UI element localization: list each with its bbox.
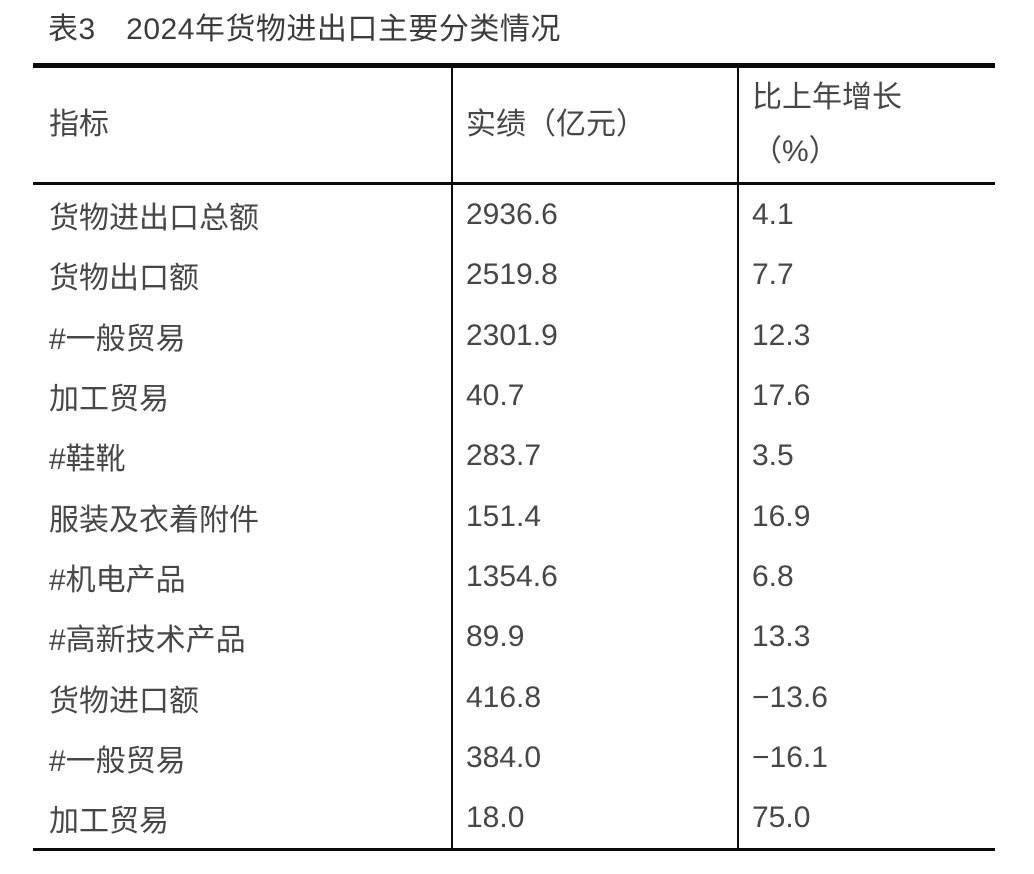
header-row: 指标 实绩（亿元） 比上年增长 （%） xyxy=(33,65,995,185)
table-row: #鞋靴 283.7 3.5 xyxy=(33,426,995,487)
table-row: 货物进口额 416.8 −13.6 xyxy=(33,667,995,728)
indicator-cell: 加工贸易 xyxy=(49,805,169,839)
indicator-cell: #鞋靴 xyxy=(49,443,126,477)
value-cell: 416.8 xyxy=(451,667,738,728)
value-cell: 2519.8 xyxy=(451,245,738,306)
table-row: #一般贸易 2301.9 12.3 xyxy=(33,305,995,366)
value-cell: 151.4 xyxy=(451,486,738,547)
growth-cell: 17.6 xyxy=(737,365,995,427)
growth-cell: −16.1 xyxy=(737,727,995,788)
value-cell: 2936.6 xyxy=(451,183,738,246)
table-row: #一般贸易 384.0 −16.1 xyxy=(33,727,995,788)
header-cell-indicator: 指标 xyxy=(33,65,452,185)
value-cell: 2301.9 xyxy=(451,305,738,366)
growth-cell: 16.9 xyxy=(737,486,995,547)
header-indicator-label: 指标 xyxy=(49,108,109,141)
indicator-cell: 货物进出口总额 xyxy=(49,202,259,236)
table-body: 货物进出口总额 2936.6 4.1 货物出口额 2519.8 7.7 #一般贸易 2301.… xyxy=(33,183,995,850)
table-row: 加工贸易 40.7 17.6 xyxy=(33,365,995,427)
value-cell: 18.0 xyxy=(451,787,738,850)
growth-cell: 6.8 xyxy=(737,546,995,608)
indicator-cell: 货物出口额 xyxy=(49,262,199,296)
value-cell: 89.9 xyxy=(451,607,738,668)
indicator-cell: 加工贸易 xyxy=(49,383,169,417)
table-row: #高新技术产品 89.9 13.3 xyxy=(33,607,995,668)
header-growth-label-line1: 比上年增长 xyxy=(752,81,902,114)
table-row: 货物进出口总额 2936.6 4.1 xyxy=(33,183,995,246)
header-cell-value: 实绩（亿元） xyxy=(451,65,738,185)
indicator-cell: #一般贸易 xyxy=(49,322,186,356)
trade-classification-table: 指标 实绩（亿元） 比上年增长 （%） 货物进出口总额 2936.6 4.1 货物出口… xyxy=(33,63,995,852)
indicator-cell: #高新技术产品 xyxy=(49,624,246,658)
growth-cell: 75.0 xyxy=(737,787,995,850)
growth-cell: −13.6 xyxy=(737,667,995,728)
table-row: 加工贸易 18.0 75.0 xyxy=(33,787,995,850)
indicator-cell: #一般贸易 xyxy=(49,744,186,778)
table-row: 服装及衣着附件 151.4 16.9 xyxy=(33,486,995,547)
header-growth-label-line2: （%） xyxy=(752,135,839,168)
table-title: 表3 2024年货物进出口主要分类情况 xyxy=(48,13,561,46)
value-cell: 1354.6 xyxy=(451,546,738,608)
indicator-cell: #机电产品 xyxy=(49,563,186,597)
value-cell: 40.7 xyxy=(451,365,738,427)
header-value-label: 实绩（亿元） xyxy=(466,108,646,141)
growth-cell: 4.1 xyxy=(737,183,995,246)
indicator-cell: 服装及衣着附件 xyxy=(49,503,259,537)
table-row: 货物出口额 2519.8 7.7 xyxy=(33,245,995,306)
header-cell-growth: 比上年增长 （%） xyxy=(737,65,995,185)
indicator-cell: 货物进口额 xyxy=(49,684,199,718)
growth-cell: 13.3 xyxy=(737,607,995,668)
growth-cell: 12.3 xyxy=(737,305,995,366)
value-cell: 283.7 xyxy=(451,426,738,487)
table-row: #机电产品 1354.6 6.8 xyxy=(33,546,995,608)
growth-cell: 7.7 xyxy=(737,245,995,306)
growth-cell: 3.5 xyxy=(737,426,995,487)
value-cell: 384.0 xyxy=(451,727,738,788)
